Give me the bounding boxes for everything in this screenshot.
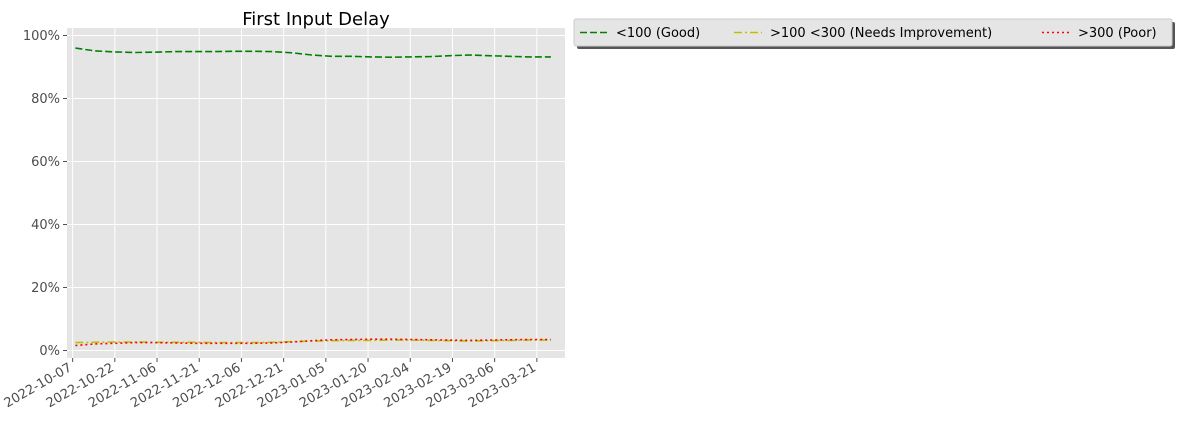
- y-tick-label: 20%: [31, 281, 60, 296]
- y-tick-label: 40%: [31, 218, 60, 233]
- legend-label-1: >100 <300 (Needs Improvement): [770, 26, 992, 41]
- y-tick-label: 80%: [31, 92, 60, 107]
- y-tick-label: 60%: [31, 155, 60, 170]
- y-tick-label: 0%: [39, 344, 60, 359]
- legend: <100 (Good) >100 <300 (Needs Improvement)…: [573, 18, 1175, 49]
- series-lines: [75, 47, 551, 347]
- legend-label-0: <100 (Good): [616, 26, 700, 41]
- y-tick-label: 100%: [23, 29, 60, 44]
- plot-background: [67, 28, 565, 358]
- grid-lines: [67, 28, 565, 358]
- chart-title: First Input Delay: [242, 9, 390, 30]
- series-line-2: [75, 338, 551, 347]
- legend-label-2: >300 (Poor): [1078, 26, 1157, 41]
- legend-box: [573, 18, 1173, 47]
- series-line-0: [75, 47, 551, 59]
